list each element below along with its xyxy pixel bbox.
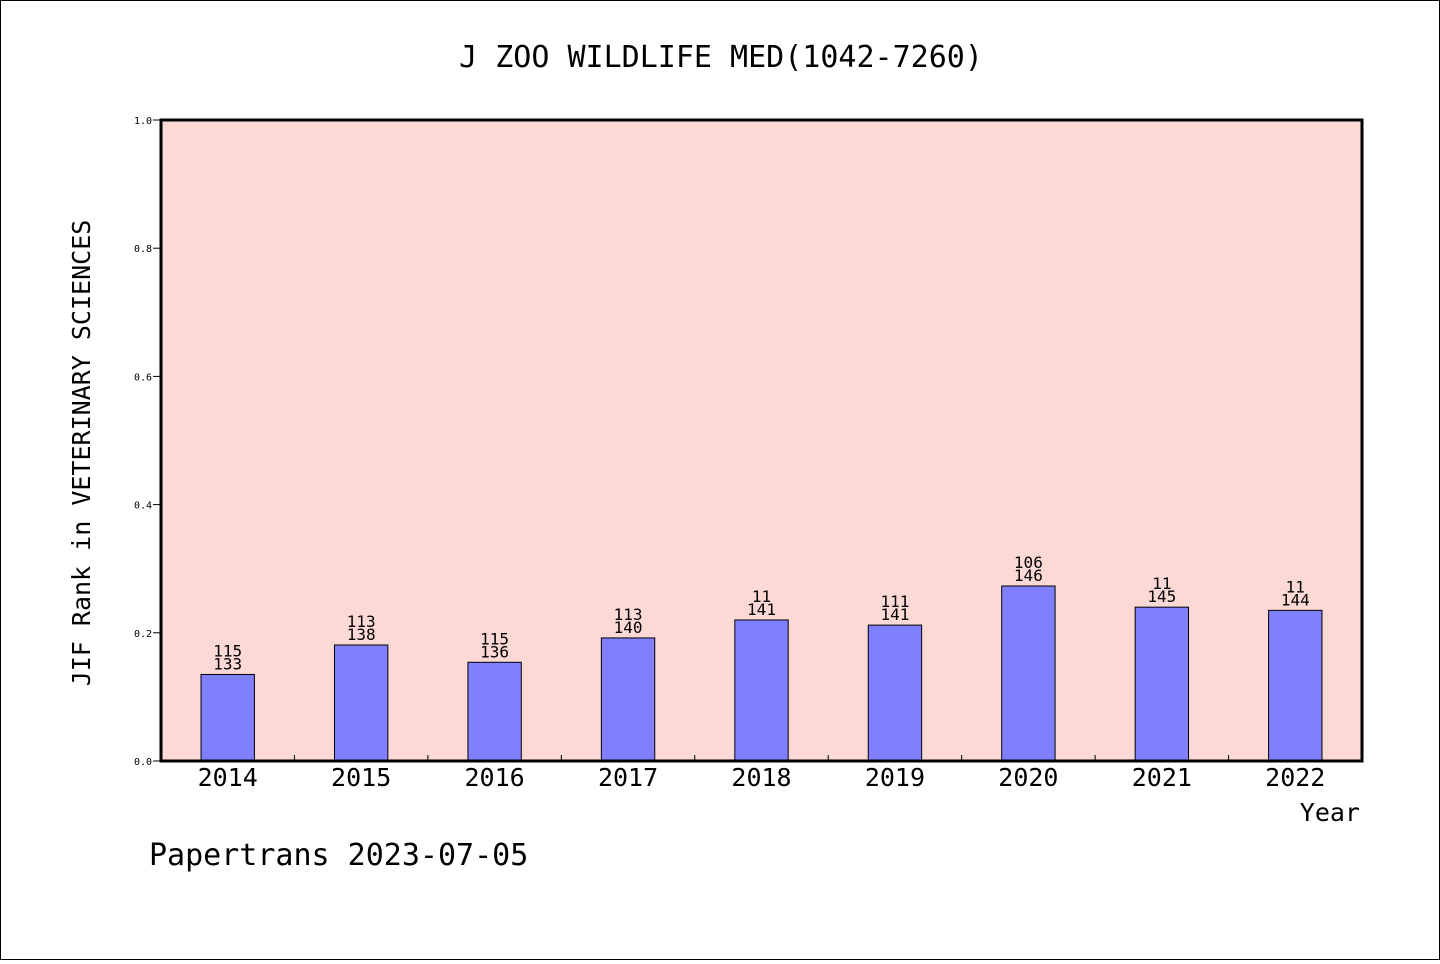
bar-rank-label: 11 [752, 587, 771, 606]
x-tick-label: 2016 [465, 763, 525, 792]
bar-rank-label: 111 [880, 592, 909, 611]
bar-total-label: 146 [1014, 566, 1043, 585]
bar-total-label: 145 [1147, 587, 1176, 606]
x-tick-label: 2022 [1265, 763, 1325, 792]
y-tick-label: 0.2 [134, 629, 152, 640]
bar-total-label: 140 [614, 618, 643, 637]
bar-rank-label: 113 [347, 612, 376, 631]
bar-rank-label: 115 [213, 641, 242, 660]
y-axis: 0.0 0.2 0.4 0.6 0.8 1.0 [134, 116, 161, 768]
bar [1268, 609, 1323, 762]
y-tick-label: 0.8 [134, 244, 152, 255]
bar-rank-label: 106 [1014, 553, 1043, 572]
chart-title: J ZOO WILDLIFE MED(1042-7260) [459, 40, 983, 75]
x-tick-label: 2017 [598, 763, 658, 792]
bar-rank-label: 11 [1152, 574, 1171, 593]
bar-total-label: 138 [347, 625, 376, 644]
bar-total-label: 133 [213, 654, 242, 673]
x-tick-label: 2015 [331, 763, 391, 792]
y-tick-label: 0.4 [134, 501, 152, 512]
bar-total-label: 144 [1281, 590, 1310, 609]
bar [1001, 585, 1056, 762]
x-axis-label: Year [1300, 798, 1360, 827]
bar [467, 661, 522, 762]
bar [734, 619, 789, 762]
x-tick-label: 2014 [198, 763, 258, 792]
bar [333, 644, 389, 762]
bar-rank-label: 11 [1286, 577, 1305, 596]
bar-rank-label: 113 [614, 605, 643, 624]
bar [200, 673, 255, 762]
x-tick-label: 2019 [865, 763, 925, 792]
x-tick-label: 2020 [998, 763, 1058, 792]
bar-total-label: 141 [747, 600, 776, 619]
plot-border [159, 118, 1364, 763]
bar [1134, 606, 1190, 762]
y-tick-label: 0.0 [134, 757, 152, 768]
x-tick-label: 2021 [1132, 763, 1192, 792]
x-tick-label: 2018 [731, 763, 791, 792]
footer-text: Papertrans 2023-07-05 [149, 838, 528, 873]
bar-rank-label: 115 [480, 629, 509, 648]
bar-total-label: 141 [880, 605, 909, 624]
bar-total-label: 136 [480, 642, 509, 661]
y-tick-label: 0.6 [134, 372, 152, 383]
y-axis-label: JIF Rank in VETERINARY SCIENCES [67, 220, 96, 687]
x-axis: 2014 2015 2016 2017 2018 2019 2020 2021 2022 [198, 755, 1325, 792]
bar [600, 637, 656, 762]
bar [867, 624, 923, 762]
y-tick-label: 1.0 [134, 116, 152, 127]
